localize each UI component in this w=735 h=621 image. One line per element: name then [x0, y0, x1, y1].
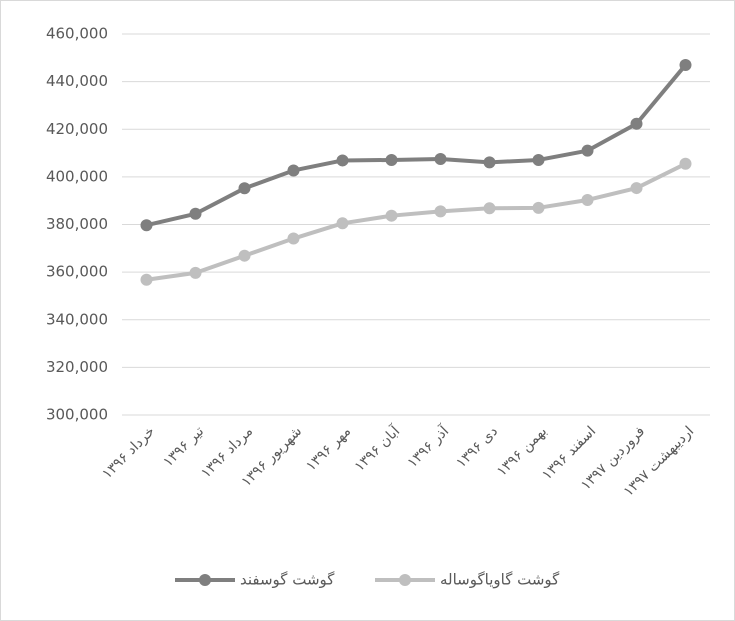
- y-tick-label: 340,000: [46, 310, 108, 328]
- data-point: [679, 58, 692, 71]
- series-line: [146, 63, 688, 228]
- legend-label: گوشت گوسفند: [240, 571, 335, 589]
- data-point: [630, 182, 643, 195]
- data-point: [532, 201, 545, 214]
- data-point: [140, 219, 153, 232]
- data-point: [581, 193, 594, 206]
- data-point: [189, 266, 202, 279]
- data-point: [532, 153, 545, 166]
- y-tick-label: 360,000: [46, 263, 108, 281]
- y-tick-label: 380,000: [46, 215, 108, 233]
- y-tick-label: 300,000: [46, 406, 108, 424]
- y-tick-label: 400,000: [46, 167, 108, 185]
- legend-marker: [199, 574, 211, 586]
- data-point: [189, 207, 202, 220]
- data-point: [238, 249, 251, 262]
- data-point: [287, 164, 300, 177]
- data-point: [581, 144, 594, 157]
- y-tick-label: 320,000: [46, 358, 108, 376]
- legend-label: گوشت گاویاگوساله: [440, 571, 560, 589]
- data-point: [385, 153, 398, 166]
- data-point: [336, 154, 349, 167]
- data-point: [238, 182, 251, 195]
- data-point: [287, 232, 300, 245]
- data-point: [483, 156, 496, 169]
- data-point: [630, 117, 643, 130]
- y-tick-label: 420,000: [46, 120, 108, 138]
- data-point: [434, 153, 447, 166]
- data-point: [140, 273, 153, 286]
- data-point: [385, 209, 398, 222]
- data-point: [679, 157, 692, 170]
- data-point: [434, 205, 447, 218]
- legend-marker: [399, 574, 411, 586]
- data-point: [336, 217, 349, 230]
- y-tick-label: 440,000: [46, 72, 108, 90]
- y-tick-label: 460,000: [46, 25, 108, 43]
- series-line: [146, 161, 687, 282]
- data-point: [483, 202, 496, 215]
